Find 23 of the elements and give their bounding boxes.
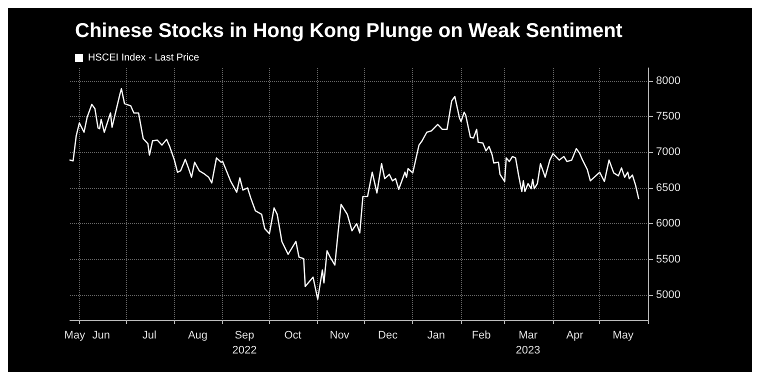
x-tick-label: Aug bbox=[188, 330, 208, 342]
x-tick-label: Oct bbox=[284, 330, 302, 342]
chart-title: Chinese Stocks in Hong Kong Plunge on Weak Sentiment bbox=[75, 20, 623, 42]
y-tick-label: 7500 bbox=[656, 110, 680, 123]
x-tick-label: Nov bbox=[330, 330, 350, 342]
y-tick-label: 5500 bbox=[656, 253, 680, 266]
y-tick-label: 7000 bbox=[656, 146, 680, 158]
y-tick-label: 5000 bbox=[656, 289, 680, 302]
x-tick-label: Mar 2023 bbox=[516, 330, 540, 356]
line-series bbox=[69, 88, 640, 300]
x-tick-label: May bbox=[612, 330, 634, 342]
y-tick-label: 6000 bbox=[656, 218, 680, 230]
y-tick-label: 6500 bbox=[656, 182, 680, 194]
x-tick-label: Jul bbox=[142, 330, 156, 342]
x-tick-label: Jun bbox=[92, 330, 110, 342]
x-tick-label: Feb bbox=[472, 330, 491, 342]
x-tick-label: Dec bbox=[378, 330, 398, 342]
y-tick-label: 8000 bbox=[656, 74, 680, 87]
x-tick-label: Sep 2022 bbox=[232, 330, 257, 356]
legend-label: HSCEI Index - Last Price bbox=[88, 52, 200, 64]
x-tick-label: Jan bbox=[427, 330, 445, 342]
x-tick-label: May bbox=[64, 330, 86, 342]
x-tick-label: Apr bbox=[566, 330, 584, 342]
